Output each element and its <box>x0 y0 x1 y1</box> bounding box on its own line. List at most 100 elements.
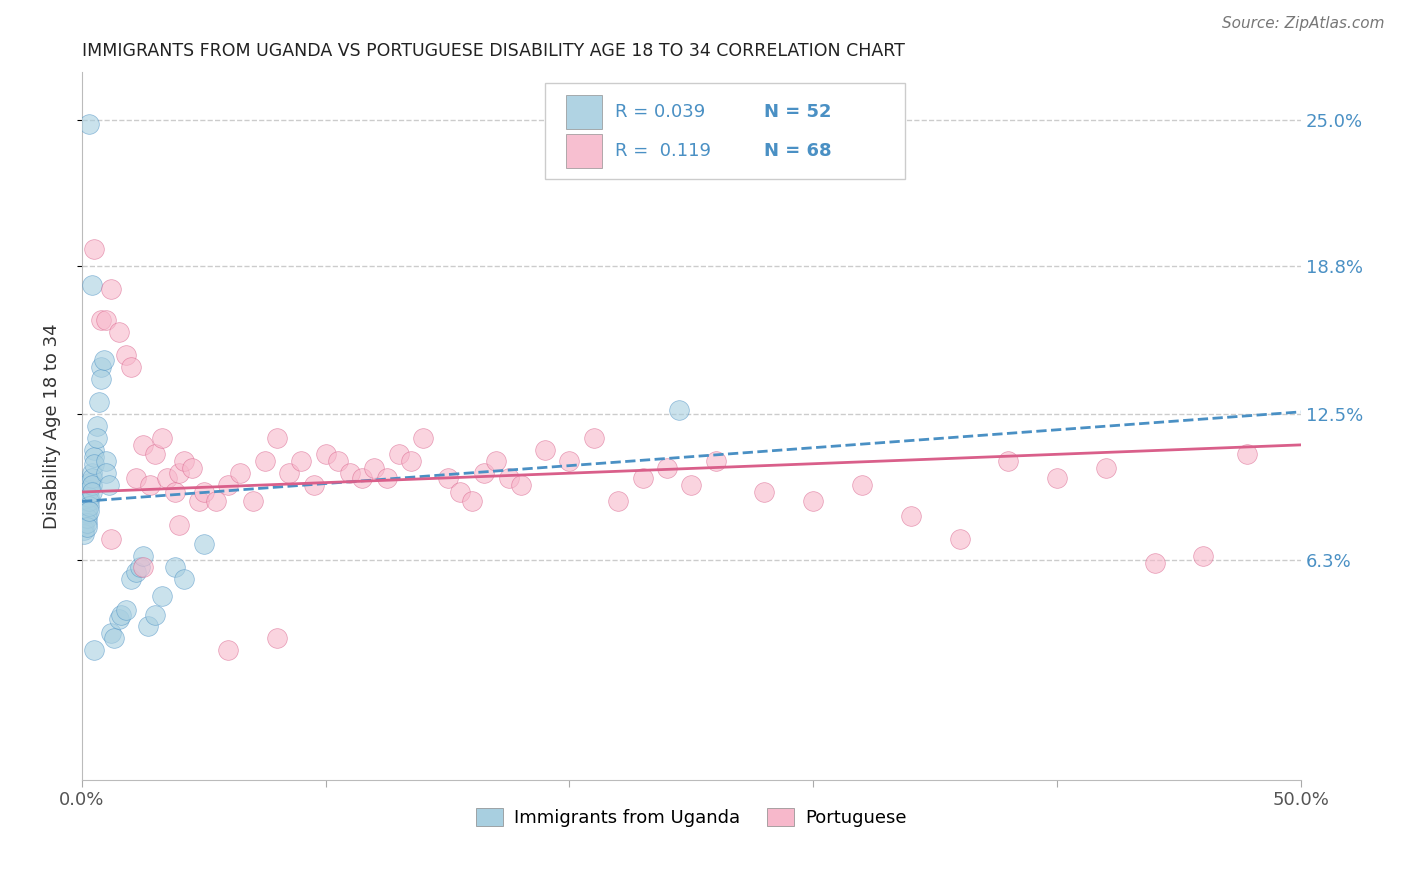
Legend: Immigrants from Uganda, Portuguese: Immigrants from Uganda, Portuguese <box>468 800 914 834</box>
Point <box>352 471 374 485</box>
Point <box>1143 556 1166 570</box>
Point <box>143 447 166 461</box>
Point <box>77 475 100 490</box>
Point <box>83 450 105 464</box>
Point <box>139 478 162 492</box>
Text: R = 0.039: R = 0.039 <box>614 103 704 121</box>
Point <box>77 494 100 508</box>
Point <box>1094 461 1116 475</box>
Point <box>77 490 100 504</box>
Y-axis label: Disability Age 18 to 34: Disability Age 18 to 34 <box>44 323 60 529</box>
Point <box>143 607 166 622</box>
Point <box>73 513 96 527</box>
Bar <box>565 95 602 129</box>
Point <box>96 466 118 480</box>
Point <box>76 511 98 525</box>
Point <box>93 353 115 368</box>
Point <box>76 516 98 530</box>
Point <box>326 454 349 468</box>
Point <box>96 454 118 468</box>
Point <box>205 494 228 508</box>
Point <box>77 117 100 131</box>
Point <box>278 466 301 480</box>
Point <box>124 565 146 579</box>
Point <box>193 485 215 500</box>
Point <box>136 619 159 633</box>
Point <box>188 494 211 508</box>
Point <box>83 457 105 471</box>
Text: Source: ZipAtlas.com: Source: ZipAtlas.com <box>1222 16 1385 31</box>
Point <box>76 501 98 516</box>
Point <box>558 454 581 468</box>
Point <box>229 466 252 480</box>
Point <box>290 454 312 468</box>
Point <box>77 499 100 513</box>
Text: IMMIGRANTS FROM UGANDA VS PORTUGUESE DISABILITY AGE 18 TO 34 CORRELATION CHART: IMMIGRANTS FROM UGANDA VS PORTUGUESE DIS… <box>82 42 905 60</box>
Point <box>173 572 195 586</box>
Point <box>485 454 508 468</box>
Point <box>472 466 495 480</box>
Point <box>1192 549 1215 563</box>
Point <box>114 603 136 617</box>
Point <box>302 478 325 492</box>
Point <box>129 560 152 574</box>
Point <box>103 631 125 645</box>
Text: N = 68: N = 68 <box>765 142 832 160</box>
Point <box>80 471 103 485</box>
Text: N = 52: N = 52 <box>765 103 832 121</box>
Point <box>169 466 191 480</box>
Point <box>193 537 215 551</box>
Point <box>152 589 174 603</box>
Point <box>76 520 98 534</box>
Point <box>86 431 108 445</box>
Point <box>180 461 202 475</box>
Point <box>76 494 98 508</box>
Point <box>217 643 239 657</box>
Point <box>83 643 105 657</box>
Point <box>156 471 179 485</box>
Point <box>754 485 776 500</box>
Point <box>120 572 142 586</box>
Point <box>124 471 146 485</box>
Point <box>114 348 136 362</box>
Point <box>83 242 105 256</box>
Point <box>681 478 703 492</box>
Point <box>163 485 186 500</box>
Point <box>655 461 678 475</box>
Point <box>77 504 100 518</box>
Point <box>132 438 155 452</box>
Point <box>266 631 288 645</box>
FancyBboxPatch shape <box>546 83 904 178</box>
Point <box>363 461 385 475</box>
Point <box>90 360 112 375</box>
Point <box>315 447 337 461</box>
Point <box>80 277 103 292</box>
Point <box>461 494 484 508</box>
Point <box>90 372 112 386</box>
Point <box>132 549 155 563</box>
Point <box>801 494 824 508</box>
Point <box>436 471 458 485</box>
Point <box>266 431 288 445</box>
Point <box>73 518 96 533</box>
Point <box>375 471 398 485</box>
Point <box>100 626 122 640</box>
Point <box>107 612 129 626</box>
Text: R =  0.119: R = 0.119 <box>614 142 710 160</box>
Point <box>100 532 122 546</box>
Point <box>77 483 100 497</box>
Point <box>412 431 434 445</box>
Point <box>86 419 108 434</box>
Point <box>163 560 186 574</box>
Point <box>100 282 122 296</box>
Point <box>948 532 970 546</box>
Point <box>900 508 922 523</box>
Point <box>80 485 103 500</box>
Point <box>169 518 191 533</box>
Bar <box>565 134 602 168</box>
Point <box>110 607 132 622</box>
Point <box>96 313 118 327</box>
Point <box>509 478 531 492</box>
Point <box>242 494 264 508</box>
Point <box>631 471 654 485</box>
